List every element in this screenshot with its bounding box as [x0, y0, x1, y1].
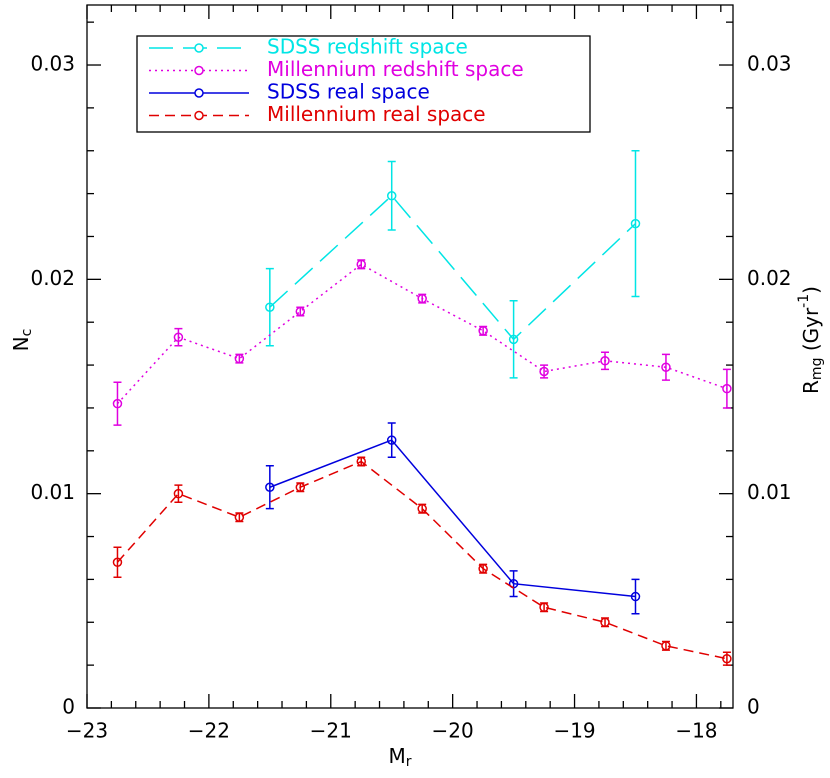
error-bar	[113, 381, 122, 426]
y-axis-label-sub: c	[19, 329, 35, 337]
point	[478, 326, 488, 336]
point	[630, 218, 641, 229]
point	[265, 482, 275, 492]
series-line	[116, 460, 728, 660]
y2-tick-label: 0.02	[747, 266, 792, 290]
point	[478, 563, 488, 574]
point	[630, 591, 641, 602]
error-bar	[174, 484, 183, 503]
error-bar	[601, 351, 610, 371]
x-tick-label: −21	[310, 719, 352, 743]
legend-marker	[194, 88, 204, 98]
x-tick-label: −20	[432, 719, 474, 743]
y2-tick-label: 0.01	[747, 480, 792, 504]
series-line	[269, 439, 636, 598]
point	[600, 617, 610, 628]
x-axis-label: Mr	[388, 744, 411, 771]
x-tick-label: −22	[188, 719, 230, 743]
x-tick-label: −19	[553, 719, 595, 743]
error-bar	[265, 267, 274, 347]
point	[356, 456, 366, 467]
y-axis-label: Nc	[9, 329, 36, 352]
point	[722, 653, 732, 664]
point	[539, 602, 549, 613]
error-bar	[509, 300, 518, 379]
point	[417, 503, 427, 514]
legend-label: SDSS real space	[267, 80, 430, 104]
point	[661, 641, 671, 651]
error-bar	[722, 368, 731, 409]
error-bar	[509, 570, 518, 598]
legend-label: SDSS redshift space	[267, 35, 468, 59]
legend-marker	[194, 110, 204, 121]
y2-axis-label-part: R	[799, 380, 823, 394]
error-bar	[174, 327, 183, 347]
point	[417, 293, 427, 304]
x-tick-label: −18	[675, 719, 717, 743]
point	[356, 259, 366, 270]
x-tick-label: −23	[66, 719, 108, 743]
series-line	[269, 194, 637, 341]
x-axis-label-main: M	[388, 744, 405, 768]
y-tick-label: 0.01	[30, 480, 75, 504]
point	[722, 383, 732, 394]
point	[295, 482, 306, 492]
point	[295, 306, 306, 317]
point	[112, 398, 123, 409]
point	[386, 191, 397, 201]
plot-frame	[86, 4, 734, 709]
error-bar	[113, 546, 122, 579]
y-tick-label: 0	[62, 695, 75, 719]
error-bar	[387, 160, 396, 231]
legend-marker	[194, 65, 204, 76]
point	[539, 366, 549, 377]
error-bar	[631, 578, 640, 615]
point	[234, 353, 245, 364]
legend-label: Millennium real space	[267, 102, 486, 126]
x-axis-label-sub: r	[406, 754, 412, 770]
y2-axis-label-part: mg	[809, 358, 825, 381]
point	[386, 435, 397, 445]
point	[173, 488, 184, 499]
y2-axis-label: Rmg (Gyr-1)	[796, 286, 825, 394]
y-axis-label-main: N	[9, 336, 33, 351]
error-bar	[265, 465, 274, 510]
legend-marker	[194, 43, 204, 53]
point	[600, 356, 610, 366]
y2-axis-label-part: -1	[796, 294, 812, 308]
point	[508, 334, 519, 345]
point	[173, 332, 184, 342]
error-bar	[631, 149, 640, 298]
point	[112, 557, 123, 568]
y2-tick-label: 0	[747, 695, 760, 719]
y2-axis-label-part: (Gyr	[799, 307, 823, 357]
y2-axis-label-part: )	[799, 286, 823, 294]
error-bar	[661, 353, 670, 381]
legend-label: Millennium redshift space	[267, 57, 524, 81]
point	[661, 362, 671, 372]
y-tick-label: 0.02	[30, 266, 75, 290]
error-bar	[387, 422, 396, 458]
point	[265, 302, 275, 312]
y2-tick-label: 0.03	[747, 52, 792, 76]
y-tick-label: 0.03	[30, 52, 75, 76]
point	[234, 512, 245, 522]
legend-box	[136, 35, 591, 133]
